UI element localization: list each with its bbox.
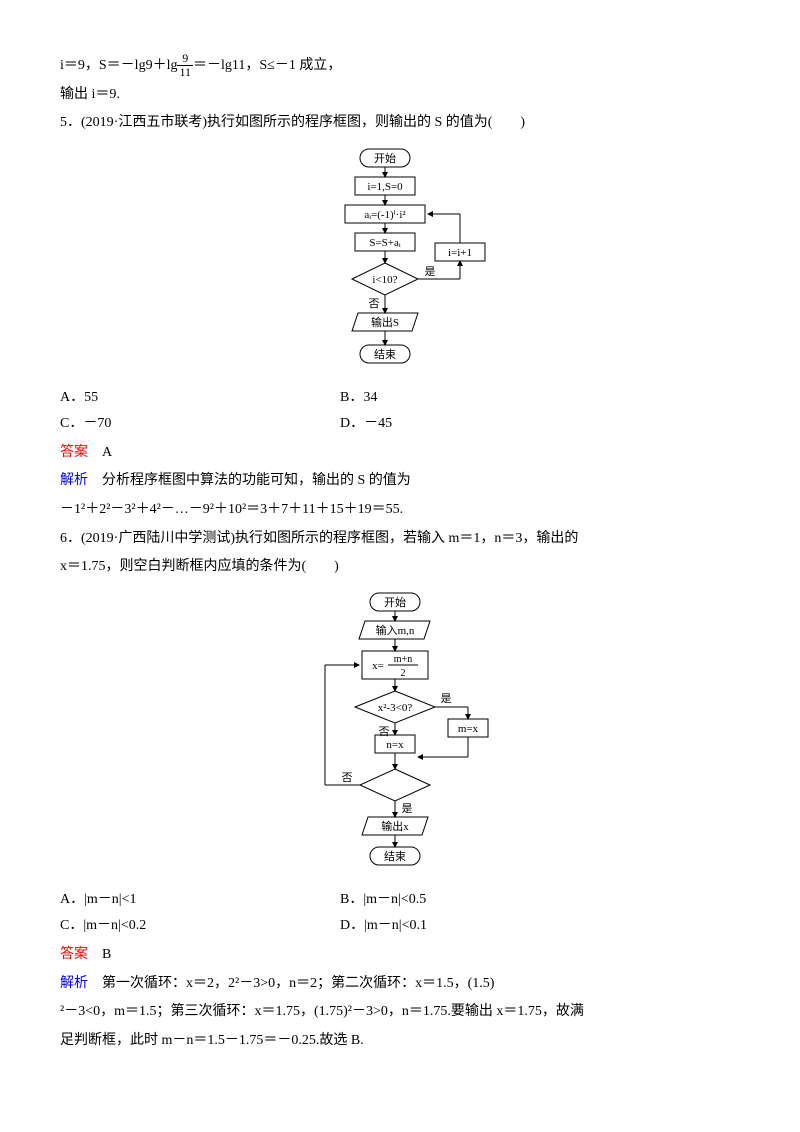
intro-line-1: i＝9，S＝－lg9＋lg911＝－lg11，S≤－1 成立， [60, 52, 740, 80]
analysis-label: 解析 [60, 473, 88, 488]
q5-analysis-line2: －1²＋2²－3²＋4²－…－9²＋10²＝3＋7＋11＋15＋19＝55. [60, 497, 740, 524]
analysis-text: 分析程序框图中算法的功能可知，输出的 S 的值为 [88, 473, 411, 488]
q5-optC: C．－70 [60, 411, 340, 438]
q6-flowchart: 开始 输入m,n x= m+n 2 x²-3<0? 是 m=x 否 [60, 589, 740, 879]
svg-text:m+n: m+n [394, 654, 412, 665]
answer-val: B [88, 947, 111, 962]
svg-text:n=x: n=x [386, 739, 404, 751]
svg-text:开始: 开始 [384, 595, 406, 609]
q5-analysis: 解析 分析程序框图中算法的功能可知，输出的 S 的值为 [60, 468, 740, 495]
svg-text:是: 是 [425, 265, 436, 278]
q5-options-2: C．－70 D．－45 [60, 411, 740, 438]
svg-text:x=: x= [372, 660, 384, 672]
svg-text:i=1,S=0: i=1,S=0 [367, 181, 403, 193]
svg-text:i=i+1: i=i+1 [448, 247, 472, 259]
svg-text:S=S+aᵢ: S=S+aᵢ [369, 237, 401, 249]
svg-text:是: 是 [441, 692, 452, 705]
q6-analysis-line3: 足判断框，此时 m－n＝1.5－1.75＝－0.25.故选 B. [60, 1028, 740, 1055]
intro-post: ＝－lg11，S≤－1 成立， [193, 58, 341, 73]
svg-text:结束: 结束 [384, 850, 406, 863]
answer-label: 答案 [60, 445, 88, 460]
analysis-label: 解析 [60, 976, 88, 991]
svg-text:m=x: m=x [458, 723, 479, 735]
svg-text:否: 否 [369, 298, 380, 310]
svg-text:输入m,n: 输入m,n [376, 623, 415, 637]
q6-stem-1: 6．(2019·广西陆川中学测试)执行如图所示的程序框图，若输入 m＝1，n＝3… [60, 526, 740, 553]
q5-answer: 答案 A [60, 440, 740, 467]
q5-stem: 5．(2019·江西五市联考)执行如图所示的程序框图，则输出的 S 的值为( ) [60, 110, 740, 137]
svg-text:是: 是 [402, 802, 413, 815]
intro-fraction: 911 [177, 52, 193, 79]
q5-options: A．55 B．34 [60, 385, 740, 412]
q6-analysis-line2: ²－3<0，m＝1.5；第三次循环：x＝1.75，(1.75)²－3>0，n＝1… [60, 999, 740, 1026]
q6-answer: 答案 B [60, 942, 740, 969]
svg-text:输出S: 输出S [371, 315, 399, 329]
q5-optB: B．34 [340, 385, 740, 412]
svg-text:aᵢ=(-1)ⁱ·i²: aᵢ=(-1)ⁱ·i² [364, 209, 406, 221]
q6-optC: C．|m－n|<0.2 [60, 913, 340, 940]
q6-options: A．|m－n|<1 B．|m－n|<0.5 [60, 887, 740, 914]
svg-text:2: 2 [401, 668, 406, 679]
q6-stem-2: x＝1.75，则空白判断框内应填的条件为( ) [60, 554, 740, 581]
q5-flowchart: 开始 i=1,S=0 aᵢ=(-1)ⁱ·i² S=S+aᵢ i<10? 是 i=… [60, 145, 740, 377]
intro-pre: i＝9，S＝－lg9＋lg [60, 58, 177, 73]
svg-text:输出x: 输出x [381, 819, 409, 833]
svg-text:x²-3<0?: x²-3<0? [378, 702, 413, 714]
q6-options-2: C．|m－n|<0.2 D．|m－n|<0.1 [60, 913, 740, 940]
svg-text:否: 否 [342, 772, 353, 784]
q6-optA: A．|m－n|<1 [60, 887, 340, 914]
svg-text:否: 否 [379, 726, 390, 738]
answer-label: 答案 [60, 947, 88, 962]
q6-analysis: 解析 第一次循环：x＝2，2²－3>0，n＝2；第二次循环：x＝1.5，(1.5… [60, 971, 740, 998]
q5-optD: D．－45 [340, 411, 740, 438]
answer-val: A [88, 445, 112, 460]
svg-text:结束: 结束 [374, 348, 396, 361]
q6-optD: D．|m－n|<0.1 [340, 913, 740, 940]
intro-line-2: 输出 i＝9. [60, 82, 740, 109]
q5-optA: A．55 [60, 385, 340, 412]
svg-text:开始: 开始 [374, 151, 396, 165]
svg-text:i<10?: i<10? [372, 274, 397, 286]
analysis-text: 第一次循环：x＝2，2²－3>0，n＝2；第二次循环：x＝1.5，(1.5) [88, 976, 494, 991]
q6-optB: B．|m－n|<0.5 [340, 887, 740, 914]
